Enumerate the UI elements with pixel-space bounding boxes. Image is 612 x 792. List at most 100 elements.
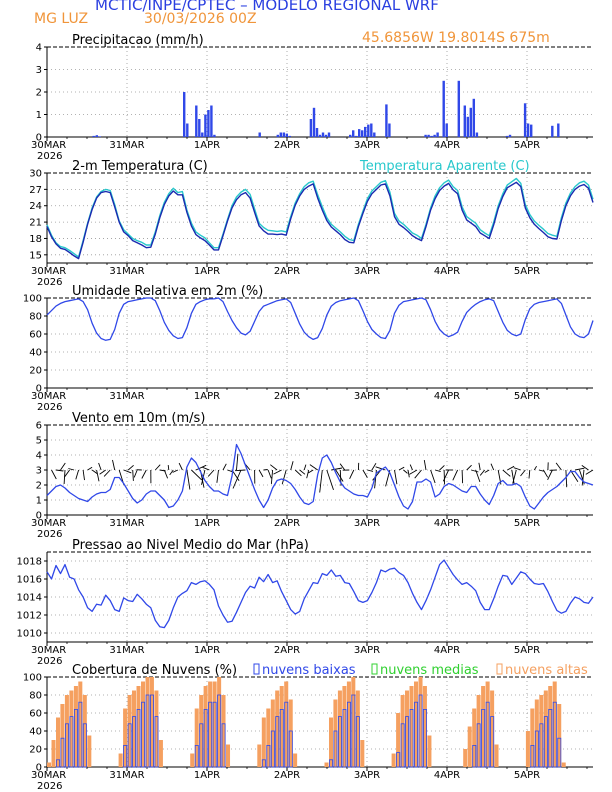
wind-barb [442, 469, 450, 482]
cloud-low-bar [266, 745, 271, 768]
precip-bar [201, 132, 204, 137]
cloud-high-bar [355, 690, 360, 767]
cloud-high-bar [346, 681, 351, 767]
cloud-low-bar [212, 701, 217, 768]
precip-bar [475, 132, 479, 137]
cloud-high-bar [539, 695, 544, 767]
precip-bar [198, 119, 201, 137]
wind-barb [98, 462, 102, 471]
wind-barb [63, 469, 70, 478]
cloud-high-bar [490, 690, 495, 767]
cloud-low-bar [476, 723, 481, 768]
cloud-high-bar [217, 677, 222, 767]
wind-barb [103, 469, 111, 477]
x-tick-label-31mar: 31MAR [109, 518, 144, 529]
wind-barb [235, 469, 246, 472]
wind-barb [290, 461, 294, 471]
wind-barb [371, 462, 377, 471]
wind-barb [414, 469, 422, 479]
precip-bar [445, 123, 448, 137]
x-tick-label-31mar: 31MAR [109, 645, 144, 656]
precip-bar [361, 130, 364, 138]
y-tick-label: 3 [36, 65, 42, 76]
precip-bar [364, 126, 367, 137]
wind-barb [372, 469, 382, 481]
cloud-high-bar [427, 735, 432, 767]
temp-legend-apparent: Temperatura Aparente (C) [359, 159, 530, 174]
y-tick-label: 80 [29, 312, 42, 323]
cloud-high-bar [51, 740, 56, 767]
cloud-low-bar [333, 730, 338, 768]
cloud-low-bar [409, 709, 414, 768]
x-tick-label-5apr: 5APR [514, 391, 540, 402]
cloud-high-bar [534, 699, 539, 767]
x-tick-label-30mar: 30MAR [31, 140, 66, 151]
wind-barb [409, 469, 418, 475]
panel-title-temp: 2-m Temperatura (C) [72, 159, 208, 174]
wind-barb [99, 469, 106, 475]
x-tick-label-2apr: 2APR [274, 518, 300, 529]
cloud-low-bar [481, 709, 486, 768]
wind-barb [133, 469, 138, 478]
y-tick-label: 1012 [17, 611, 42, 622]
x-tick-label-2apr: 2APR [274, 645, 300, 656]
y-tick-label: 24 [29, 201, 42, 212]
cloud-high-bar [261, 717, 266, 767]
cloud-low-bar [351, 694, 356, 768]
wind-barb [452, 469, 459, 481]
x-tick-label-2apr: 2APR [274, 391, 300, 402]
cloud-high-bar [337, 690, 342, 767]
cloud-high-bar [422, 686, 427, 767]
precip-bar [469, 107, 473, 138]
wind-barb [513, 467, 521, 471]
cloud-legend-swatch [371, 663, 378, 675]
precip-bar [279, 132, 283, 137]
x-tick-label-4apr: 4APR [434, 391, 460, 402]
wind-barb [547, 469, 553, 480]
precip-bar [309, 119, 313, 137]
cloud-low-bar [405, 716, 410, 768]
precip-bar [312, 107, 316, 138]
cloud-high-bar [69, 690, 74, 767]
cloud-low-bar [217, 694, 222, 768]
x-tick-label-30mar: 30MAR [31, 266, 66, 277]
precip-bar [258, 132, 261, 137]
precip-bar [285, 133, 289, 137]
wind-barb [407, 469, 410, 478]
precip-bar [204, 114, 207, 137]
cloud-high-bar [391, 753, 396, 767]
cloud-low-bar [552, 701, 557, 768]
precip-bar [282, 132, 286, 137]
cloud-low-bar [136, 709, 141, 768]
wind-barb [439, 465, 445, 471]
cloud-low-bar [548, 709, 553, 768]
x-tick-label-30mar: 30MAR [31, 645, 66, 656]
y-tick-label: 1010 [17, 629, 42, 640]
cloud-low-bar [530, 745, 535, 768]
wind-barb [222, 463, 227, 471]
wind-barb [528, 469, 531, 479]
x-year-label: 2026 [37, 402, 62, 413]
cloud-low-bar [337, 716, 342, 768]
series-line-temp-temperatura-aparente-c- [46, 177, 594, 258]
cloud-low-bar [69, 716, 74, 768]
x-tick-label-30mar: 30MAR [31, 770, 66, 781]
precip-bar [463, 105, 467, 137]
cloud-high-bar [190, 753, 195, 767]
x-tick-label-2apr: 2APR [274, 140, 300, 151]
x-tick-label-2apr: 2APR [274, 770, 300, 781]
precip-bar [466, 116, 470, 138]
wind-barb [394, 469, 398, 485]
cloud-low-bar [65, 723, 69, 768]
cloud-low-bar [60, 737, 65, 768]
cloud-high-bar [405, 690, 410, 767]
wind-barb [466, 464, 472, 471]
cloud-high-bar [396, 713, 401, 767]
cloud-high-bar [203, 686, 208, 767]
wind-barb [263, 469, 268, 471]
wind-barb [581, 465, 589, 471]
y-tick-label: 100 [23, 673, 42, 684]
wind-barb [191, 469, 203, 481]
cloud-high-bar [149, 677, 154, 767]
precip-bar [457, 80, 461, 138]
